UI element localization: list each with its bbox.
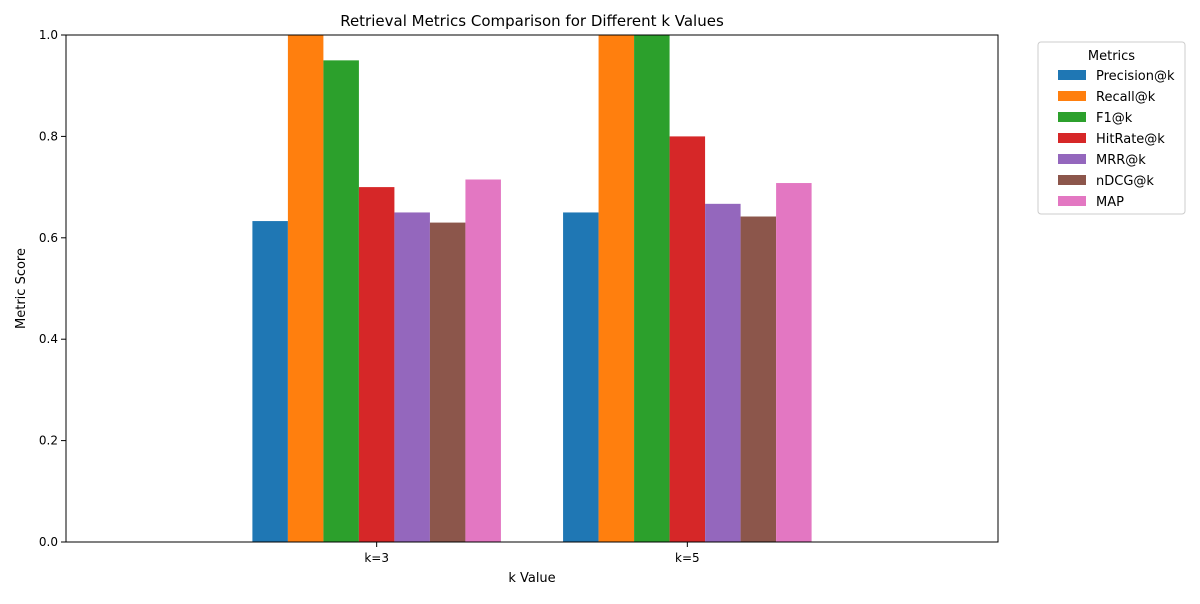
bar-hitrate-k-k-3 [358, 187, 395, 542]
bar-f1-k-k-3 [323, 60, 359, 542]
axes-layer: 0.0 0.2 0.4 0.6 0.8 1.0 k=3 k=5 k Value Metric Sc… [14, 28, 999, 586]
y-tick-label: 0.4 [39, 332, 58, 346]
x-axis-label: k Value [508, 571, 555, 586]
y-axis-label: Metric Score [14, 248, 29, 329]
bar-recall-k-k-3 [287, 35, 324, 542]
legend-swatch [1058, 154, 1086, 164]
bar-precision-k-k-3 [252, 221, 288, 542]
plot-frame [65, 34, 999, 543]
bar-hitrate-k-k-5 [669, 136, 706, 542]
legend-label: HitRate@k [1096, 132, 1165, 147]
legend-swatch [1058, 133, 1086, 143]
x-tick-label: k=5 [675, 551, 700, 565]
legend-swatch [1058, 175, 1086, 185]
legend-label: MRR@k [1096, 153, 1146, 168]
legend-label: F1@k [1096, 111, 1133, 126]
legend-label: Precision@k [1096, 69, 1175, 84]
bar-recall-k-k-5 [598, 35, 635, 542]
legend-label: MAP [1096, 195, 1124, 210]
legend-box [1037, 41, 1186, 215]
legend-swatch [1058, 196, 1086, 206]
y-tick-label: 0.8 [39, 129, 58, 143]
chart-title: Retrieval Metrics Comparison for Differe… [340, 12, 724, 30]
bar-precision-k-k-5 [563, 212, 599, 542]
legend-layer: Metrics Precision@k Recall@k F1@k HitRate@k M… [1037, 41, 1186, 215]
legend-swatch [1058, 91, 1086, 101]
bar-f1-k-k-5 [634, 35, 670, 542]
legend-label: Recall@k [1096, 90, 1156, 105]
bar-mrr-k-k-3 [394, 212, 430, 542]
bar-ndcg-k-k-3 [429, 222, 466, 542]
bar-ndcg-k-k-5 [740, 216, 777, 542]
legend-title: Metrics [1088, 49, 1135, 64]
bar-map-k-3 [465, 179, 501, 542]
legend-swatch [1058, 70, 1086, 80]
y-tick-label: 0.2 [39, 434, 58, 448]
legend-label: nDCG@k [1096, 174, 1154, 189]
x-tick-label: k=3 [364, 551, 389, 565]
bars-layer [252, 35, 812, 543]
y-tick-label: 0.6 [39, 231, 58, 245]
legend-swatch [1058, 112, 1086, 122]
bar-mrr-k-k-5 [705, 203, 741, 542]
bar-map-k-5 [776, 183, 812, 543]
y-tick-label: 1.0 [39, 28, 58, 42]
y-tick-label: 0.0 [39, 535, 58, 549]
